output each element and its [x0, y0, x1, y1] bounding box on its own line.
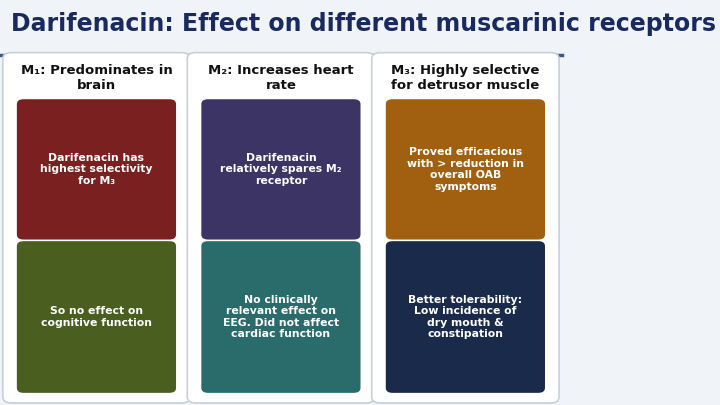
Text: Proved efficacious
with > reduction in
overall OAB
symptoms: Proved efficacious with > reduction in o…	[407, 147, 524, 192]
FancyBboxPatch shape	[386, 241, 545, 393]
Text: M₃: Highly selective
for detrusor muscle: M₃: Highly selective for detrusor muscle	[391, 64, 539, 92]
FancyBboxPatch shape	[17, 99, 176, 239]
Text: Better tolerability:
Low incidence of
dry mouth &
constipation: Better tolerability: Low incidence of dr…	[408, 294, 523, 339]
FancyBboxPatch shape	[372, 53, 559, 403]
FancyBboxPatch shape	[202, 241, 361, 393]
Text: Darifenacin has
highest selectivity
for M₃: Darifenacin has highest selectivity for …	[40, 153, 153, 186]
Text: So no effect on
cognitive function: So no effect on cognitive function	[41, 306, 152, 328]
Text: No clinically
relevant effect on
EEG. Did not affect
cardiac function: No clinically relevant effect on EEG. Di…	[223, 294, 339, 339]
Text: M₂: Increases heart
rate: M₂: Increases heart rate	[208, 64, 354, 92]
FancyBboxPatch shape	[386, 99, 545, 239]
FancyBboxPatch shape	[3, 53, 190, 403]
Text: Darifenacin
relatively spares M₂
receptor: Darifenacin relatively spares M₂ recepto…	[220, 153, 342, 186]
Text: M₁: Predominates in
brain: M₁: Predominates in brain	[21, 64, 172, 92]
FancyBboxPatch shape	[202, 99, 361, 239]
FancyBboxPatch shape	[17, 241, 176, 393]
FancyBboxPatch shape	[187, 53, 374, 403]
Text: Darifenacin: Effect on different muscarinic receptors: Darifenacin: Effect on different muscari…	[12, 12, 716, 36]
